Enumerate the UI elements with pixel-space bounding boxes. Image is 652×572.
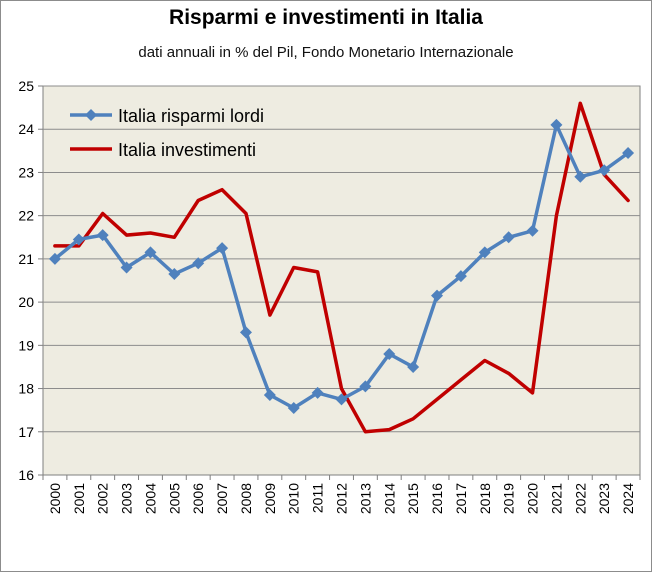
data-point-marker [120, 261, 133, 274]
x-tick-label: 2021 [548, 483, 564, 514]
data-point-marker [478, 246, 491, 259]
x-tick-label: 2007 [214, 483, 230, 514]
y-tick-label: 24 [18, 121, 34, 137]
y-tick-label: 23 [18, 164, 34, 180]
plot-area [42, 85, 641, 476]
legend-marker [85, 109, 97, 121]
data-point-marker [550, 118, 563, 131]
x-tick-label: 2015 [405, 483, 421, 514]
y-tick-label: 20 [18, 294, 34, 310]
y-tick-label: 21 [18, 251, 34, 267]
x-tick-label: 2013 [357, 483, 373, 514]
data-point-marker [622, 146, 635, 159]
data-point-marker [335, 393, 348, 406]
x-tick-label: 2023 [596, 483, 612, 514]
y-tick-label: 16 [18, 467, 34, 483]
x-tick-label: 2000 [47, 483, 63, 514]
chart-subtitle: dati annuali in % del Pil, Fondo Monetar… [138, 44, 514, 61]
data-point-marker [72, 233, 85, 246]
data-point-marker [216, 242, 229, 255]
data-point-marker [502, 231, 515, 244]
x-tick-label: 2016 [429, 483, 445, 514]
x-tick-label: 2005 [166, 483, 182, 514]
y-tick-label: 22 [18, 208, 34, 224]
data-point-marker [239, 326, 252, 339]
x-tick-label: 2004 [142, 483, 158, 514]
data-point-marker [311, 386, 324, 399]
data-point-marker [168, 268, 181, 281]
x-tick-label: 2009 [262, 483, 278, 514]
data-point-marker [454, 270, 467, 283]
legend-label: Italia risparmi lordi [118, 106, 264, 126]
data-point-marker [359, 380, 372, 393]
x-tick-label: 2010 [286, 483, 302, 514]
x-tick-label: 2014 [381, 483, 397, 514]
x-tick-label: 2001 [71, 483, 87, 514]
x-tick-label: 2024 [620, 483, 636, 514]
legend: Italia risparmi lordi Italia investimenti [70, 106, 264, 160]
chart-title: Risparmi e investimenti in Italia [169, 6, 483, 29]
y-axis-ticks: 16 17 18 19 20 21 22 23 24 25 [18, 78, 43, 483]
data-point-marker [407, 360, 420, 373]
data-point-marker [598, 164, 611, 177]
series-line-investimenti [53, 101, 630, 434]
data-point-marker [287, 402, 300, 415]
x-tick-label: 2020 [525, 483, 541, 514]
data-point-marker [574, 170, 587, 183]
data-point-marker [48, 252, 61, 265]
data-point-marker [526, 224, 539, 237]
y-tick-label: 19 [18, 337, 34, 353]
x-tick-label: 2019 [501, 483, 517, 514]
x-tick-label: 2012 [334, 483, 350, 514]
data-point-marker [431, 289, 444, 302]
data-point-marker [383, 347, 396, 360]
x-tick-label: 2002 [95, 483, 111, 514]
x-tick-label: 2017 [453, 483, 469, 514]
y-tick-label: 25 [18, 78, 34, 94]
data-point-marker [144, 246, 157, 259]
x-tick-label: 2003 [119, 483, 135, 514]
data-point-marker [192, 257, 205, 270]
x-axis-ticks: 2000 2001 2002 2003 2004 2005 2006 2007 2008 2009… [42, 475, 641, 514]
x-tick-label: 2018 [477, 483, 493, 514]
series-lines [48, 101, 635, 434]
x-tick-label: 2006 [190, 483, 206, 514]
y-tick-label: 18 [18, 381, 34, 397]
data-point-marker [96, 229, 109, 242]
data-point-marker [263, 389, 276, 402]
x-tick-label: 2011 [310, 483, 326, 513]
x-tick-label: 2022 [572, 483, 588, 514]
legend-label: Italia investimenti [118, 140, 256, 160]
y-tick-label: 17 [18, 424, 34, 440]
x-tick-label: 2008 [238, 483, 254, 514]
